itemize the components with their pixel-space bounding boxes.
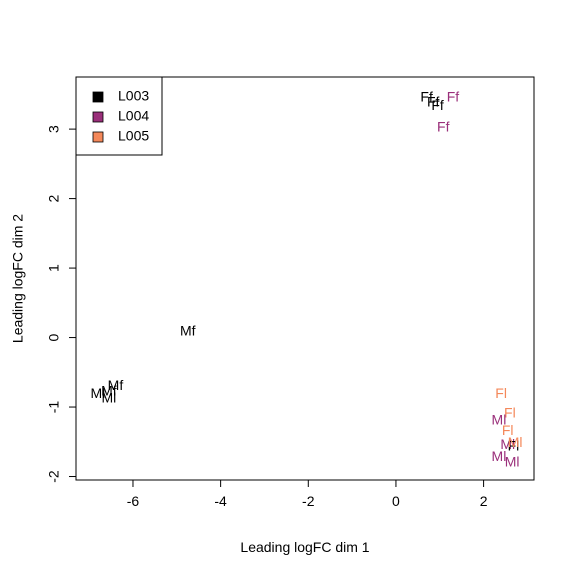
y-axis: -2 -1 0 1 2 3 <box>46 125 77 483</box>
point-label: Ml <box>500 436 515 452</box>
point-label: Ff <box>431 97 444 113</box>
legend-swatch <box>92 91 104 103</box>
point-label: Mf <box>180 323 196 339</box>
y-tick-label: 3 <box>46 125 62 133</box>
x-axis-title: Leading logFC dim 1 <box>240 539 369 555</box>
point-label: Ml <box>492 412 507 428</box>
point-label: Ff <box>447 89 460 105</box>
y-axis-title: Leading logFC dim 2 <box>10 214 26 343</box>
legend-label: L005 <box>118 128 149 144</box>
y-tick-label: 0 <box>46 333 62 341</box>
point-label: Ml <box>91 385 106 401</box>
point-label: Ml <box>508 434 523 450</box>
x-tick-label: -4 <box>214 493 227 509</box>
y-tick-label: 2 <box>46 194 62 202</box>
point-label: Fl <box>508 437 520 453</box>
point-label: Ml <box>492 448 507 464</box>
point-label: Ff <box>427 93 440 109</box>
x-tick-label: -6 <box>127 493 140 509</box>
legend-swatch <box>92 131 104 143</box>
y-tick-label: -2 <box>46 470 62 483</box>
point-label: Mf <box>108 377 124 393</box>
point-label: Fl <box>502 422 514 438</box>
point-label: Ff <box>420 89 433 105</box>
x-tick-label: 0 <box>392 493 400 509</box>
x-axis: -6 -4 -2 0 2 <box>127 479 488 509</box>
legend-label: L004 <box>118 108 149 124</box>
x-tick-label: 2 <box>480 493 488 509</box>
legend-box <box>75 76 163 156</box>
legend: L003 L004 L005 <box>75 76 163 156</box>
point-label: Ml <box>101 389 116 405</box>
legend-swatch <box>92 111 104 123</box>
legend-label: L003 <box>118 88 149 104</box>
point-label: Ml <box>505 453 520 469</box>
y-tick-label: 1 <box>46 264 62 272</box>
point-label: Fl <box>504 405 516 421</box>
y-tick-label: -1 <box>46 401 62 414</box>
point-label: Fl <box>495 385 507 401</box>
x-tick-label: -2 <box>302 493 315 509</box>
point-label: Ff <box>437 118 450 134</box>
point-label: Mf <box>101 382 117 398</box>
